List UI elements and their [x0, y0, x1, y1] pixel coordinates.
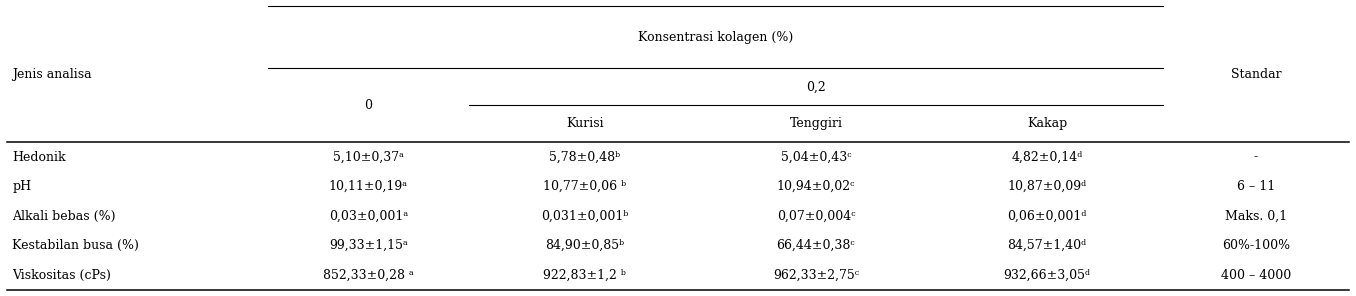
Text: 60%-100%: 60%-100%: [1222, 239, 1290, 252]
Text: 10,87±0,09ᵈ: 10,87±0,09ᵈ: [1008, 180, 1086, 193]
Text: 0,07±0,004ᶜ: 0,07±0,004ᶜ: [777, 210, 856, 223]
Text: 962,33±2,75ᶜ: 962,33±2,75ᶜ: [773, 269, 860, 282]
Text: 0,031±0,001ᵇ: 0,031±0,001ᵇ: [541, 210, 628, 223]
Text: 0: 0: [365, 99, 373, 112]
Text: 5,10±0,37ᵃ: 5,10±0,37ᵃ: [334, 151, 404, 164]
Text: 4,82±0,14ᵈ: 4,82±0,14ᵈ: [1012, 151, 1083, 164]
Text: 10,77±0,06 ᵇ: 10,77±0,06 ᵇ: [544, 180, 626, 193]
Text: 84,57±1,40ᵈ: 84,57±1,40ᵈ: [1008, 239, 1086, 252]
Text: 0,2: 0,2: [805, 81, 826, 94]
Text: pH: pH: [12, 180, 31, 193]
Text: 5,78±0,48ᵇ: 5,78±0,48ᵇ: [549, 151, 620, 164]
Text: 932,66±3,05ᵈ: 932,66±3,05ᵈ: [1003, 269, 1090, 282]
Text: Konsentrasi kolagen (%): Konsentrasi kolagen (%): [637, 31, 793, 44]
Text: 0,06±0,001ᵈ: 0,06±0,001ᵈ: [1008, 210, 1088, 223]
Text: Kurisi: Kurisi: [565, 117, 603, 130]
Text: Kakap: Kakap: [1026, 117, 1067, 130]
Text: 10,11±0,19ᵃ: 10,11±0,19ᵃ: [330, 180, 408, 193]
Text: 99,33±1,15ᵃ: 99,33±1,15ᵃ: [330, 239, 408, 252]
Text: 6 – 11: 6 – 11: [1237, 180, 1275, 193]
Text: Maks. 0,1: Maks. 0,1: [1224, 210, 1287, 223]
Text: -: -: [1254, 151, 1258, 164]
Text: Kestabilan busa (%): Kestabilan busa (%): [12, 239, 140, 252]
Text: Viskositas (cPs): Viskositas (cPs): [12, 269, 111, 282]
Text: 922,83±1,2 ᵇ: 922,83±1,2 ᵇ: [544, 269, 626, 282]
Text: 5,04±0,43ᶜ: 5,04±0,43ᶜ: [781, 151, 852, 164]
Text: Jenis analisa: Jenis analisa: [12, 67, 92, 81]
Text: 400 – 4000: 400 – 4000: [1220, 269, 1291, 282]
Text: 84,90±0,85ᵇ: 84,90±0,85ᵇ: [545, 239, 624, 252]
Text: Standar: Standar: [1231, 67, 1281, 81]
Text: 66,44±0,38ᶜ: 66,44±0,38ᶜ: [777, 239, 856, 252]
Text: Tenggiri: Tenggiri: [789, 117, 842, 130]
Text: Alkali bebas (%): Alkali bebas (%): [12, 210, 115, 223]
Text: 852,33±0,28 ᵃ: 852,33±0,28 ᵃ: [323, 269, 414, 282]
Text: Hedonik: Hedonik: [12, 151, 66, 164]
Text: 10,94±0,02ᶜ: 10,94±0,02ᶜ: [777, 180, 856, 193]
Text: 0,03±0,001ᵃ: 0,03±0,001ᵃ: [330, 210, 408, 223]
